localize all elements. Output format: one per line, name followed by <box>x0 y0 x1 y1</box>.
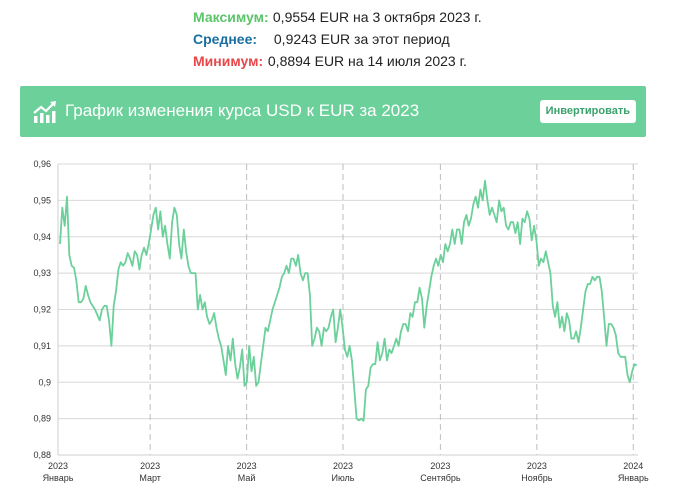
y-tick-label: 0,95 <box>33 195 51 205</box>
y-tick-label: 0,89 <box>33 414 51 424</box>
y-tick-label: 0,9 <box>38 377 51 387</box>
x-tick-year: 2023 <box>527 461 547 471</box>
chart-header: График изменения курса USD к EUR за 2023… <box>20 86 646 137</box>
stat-average-value: 0,9243 EUR за этот период <box>273 31 450 47</box>
x-tick-year: 2023 <box>333 461 353 471</box>
x-tick-year: 2023 <box>48 461 68 471</box>
x-tick-month: Сентябрь <box>420 473 461 483</box>
rate-line <box>59 179 638 422</box>
y-tick-label: 0,92 <box>33 305 51 315</box>
y-tick-label: 0,93 <box>33 268 51 278</box>
x-tick-month: Март <box>139 473 161 483</box>
stat-average: Среднее: 0,9243 EUR за этот период <box>193 31 450 47</box>
invert-button[interactable]: Инвертировать <box>539 100 636 123</box>
stat-minimum: Минимум: 0,8894 EUR на 14 июля 2023 г. <box>193 53 467 69</box>
x-tick-year: 2023 <box>237 461 257 471</box>
stat-minimum-label: Минимум: <box>193 53 264 69</box>
x-tick-month: Январь <box>43 473 74 483</box>
stat-maximum-value: 0,9554 EUR на 3 октября 2023 г. <box>272 9 482 25</box>
stat-maximum-label: Максимум: <box>193 9 269 25</box>
stat-maximum: Максимум: 0,9554 EUR на 3 октября 2023 г… <box>193 9 482 25</box>
x-tick-month: Январь <box>618 473 649 483</box>
chart-title: График изменения курса USD к EUR за 2023 <box>65 101 420 120</box>
rate-chart: 0,88 0,89 0,9 0,91 0,92 0,93 0,94 0,95 0,96 2023 Я… <box>33 159 649 483</box>
y-tick-label: 0,94 <box>33 232 51 242</box>
y-tick-label: 0,91 <box>33 341 51 351</box>
stat-average-label: Среднее: <box>193 31 258 47</box>
y-tick-label: 0,96 <box>33 159 51 169</box>
chart-trend-icon <box>33 101 56 123</box>
x-tick-year: 2023 <box>140 461 160 471</box>
x-tick-year: 2024 <box>623 461 643 471</box>
x-tick-year: 2023 <box>430 461 450 471</box>
stat-minimum-value: 0,8894 EUR на 14 июля 2023 г. <box>267 53 467 69</box>
x-tick-month: Май <box>238 473 256 483</box>
x-tick-month: Июль <box>332 473 355 483</box>
y-tick-label: 0,88 <box>33 450 51 460</box>
x-tick-month: Ноябрь <box>521 473 553 483</box>
